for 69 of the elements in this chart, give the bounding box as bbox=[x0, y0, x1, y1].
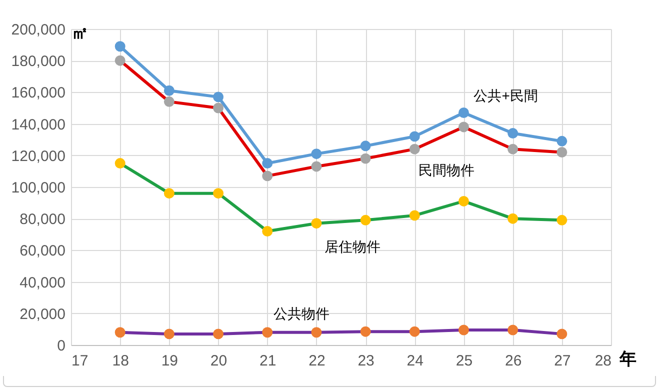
point bbox=[164, 188, 174, 199]
x-tick-label: 24 bbox=[406, 352, 424, 370]
x-tick-label: 25 bbox=[456, 352, 473, 370]
point bbox=[114, 158, 126, 169]
point bbox=[508, 213, 518, 224]
point bbox=[556, 328, 568, 340]
point bbox=[409, 326, 420, 337]
point bbox=[164, 85, 174, 96]
point bbox=[262, 327, 273, 338]
y-tick-label: 120,000 bbox=[11, 148, 66, 165]
point bbox=[311, 218, 322, 229]
series-label: 公共+民間 bbox=[474, 88, 538, 104]
point bbox=[360, 140, 371, 152]
point bbox=[213, 328, 224, 340]
point bbox=[311, 327, 322, 338]
y-tick-label: 80,000 bbox=[20, 211, 66, 228]
x-tick-label: 17 bbox=[72, 352, 88, 370]
point bbox=[114, 327, 126, 338]
point bbox=[311, 148, 322, 160]
point bbox=[458, 108, 469, 118]
point bbox=[458, 196, 469, 206]
point bbox=[409, 131, 420, 142]
y-tick-label: 200,000 bbox=[11, 22, 66, 38]
point bbox=[458, 122, 469, 132]
y-tick-label: 0 bbox=[57, 338, 66, 354]
series-label: 居住物件 bbox=[324, 238, 380, 254]
point bbox=[213, 92, 224, 102]
series-label: 公共物件 bbox=[273, 305, 330, 322]
x-tick-label: 28 bbox=[594, 352, 612, 370]
point bbox=[360, 214, 371, 226]
y-axis-title: ㎡ bbox=[72, 24, 88, 42]
y-tick-label: 40,000 bbox=[20, 274, 66, 292]
x-tick-label: 27 bbox=[554, 352, 571, 370]
point bbox=[508, 324, 518, 336]
point bbox=[409, 210, 420, 221]
x-tick-label: 20 bbox=[210, 352, 228, 370]
x-tick-label: 26 bbox=[504, 352, 522, 370]
point bbox=[262, 226, 273, 236]
x-tick-label: 19 bbox=[161, 352, 178, 370]
x-tick-label: 18 bbox=[112, 352, 129, 370]
point bbox=[114, 55, 126, 66]
y-tick-label: 20,000 bbox=[20, 306, 66, 323]
y-tick-label: 100,000 bbox=[11, 180, 66, 196]
x-axis-title: 年 bbox=[618, 350, 636, 368]
y-tick-label: 60,000 bbox=[20, 242, 66, 260]
point bbox=[508, 144, 518, 154]
point bbox=[262, 158, 273, 169]
point bbox=[213, 188, 224, 199]
point bbox=[556, 214, 568, 226]
point bbox=[262, 170, 273, 182]
point bbox=[164, 328, 174, 340]
point bbox=[556, 136, 568, 146]
x-tick-label: 21 bbox=[260, 352, 276, 370]
series-label: 民間物件 bbox=[418, 162, 475, 178]
point bbox=[360, 326, 371, 337]
x-tick-label: 22 bbox=[308, 352, 326, 370]
point bbox=[311, 161, 322, 172]
y-tick-label: 160,000 bbox=[11, 84, 66, 102]
point bbox=[409, 144, 420, 154]
point bbox=[458, 324, 469, 336]
point bbox=[508, 128, 518, 139]
point bbox=[114, 41, 126, 52]
point bbox=[164, 96, 174, 107]
point bbox=[556, 147, 568, 158]
x-tick-label: 23 bbox=[358, 352, 374, 370]
y-tick-label: 180,000 bbox=[11, 53, 66, 70]
y-tick-label: 140,000 bbox=[11, 116, 66, 134]
point bbox=[360, 153, 371, 164]
point bbox=[213, 102, 224, 114]
